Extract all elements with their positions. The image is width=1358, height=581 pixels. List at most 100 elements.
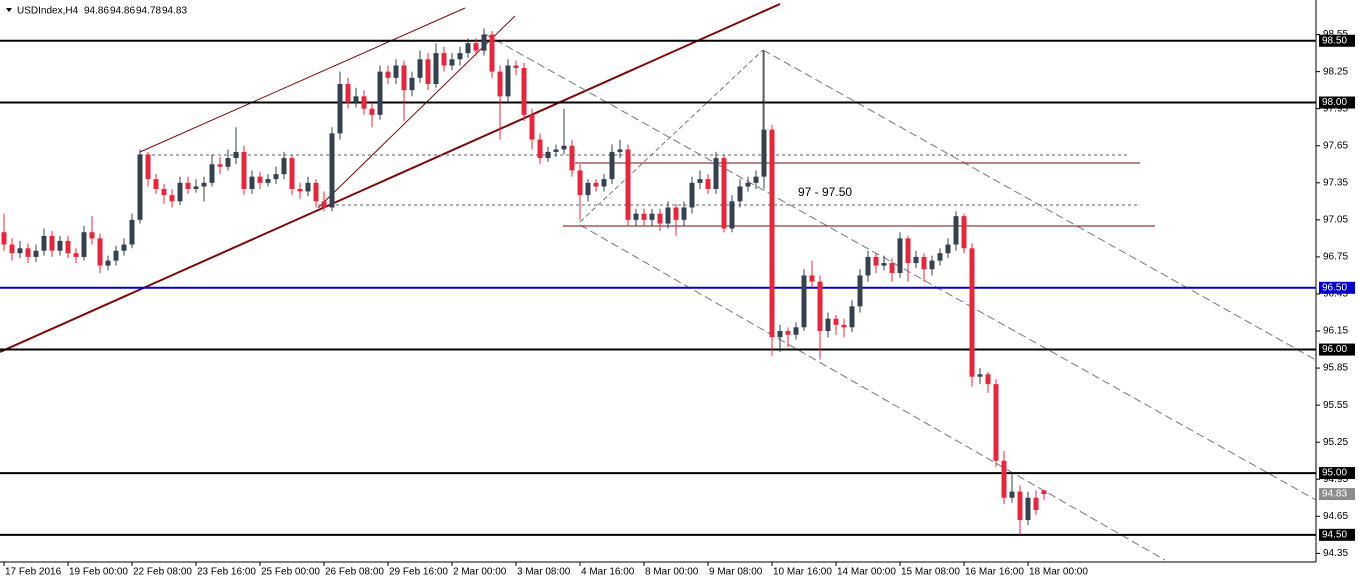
candle-body <box>961 216 967 249</box>
candle-body <box>929 260 935 270</box>
candle-body <box>417 59 423 78</box>
candle-body <box>289 158 295 189</box>
candle-body <box>1041 490 1047 495</box>
last-low: 94.78 <box>136 6 161 17</box>
candle-body <box>129 219 135 245</box>
candle-body <box>337 83 343 134</box>
candle-body <box>161 188 167 196</box>
candle-body <box>273 174 279 180</box>
y-tick-label: 97.95 <box>1323 103 1348 114</box>
candle-body <box>281 158 287 175</box>
candle-body <box>857 275 863 307</box>
x-tick-label: 15 Mar 08:00 <box>901 567 960 578</box>
candle-body <box>689 182 695 208</box>
x-tick-label: 18 Mar 00:00 <box>1029 567 1088 578</box>
candle-body <box>169 195 175 202</box>
x-tick-label: 9 Mar 08:00 <box>709 567 763 578</box>
channel-line <box>139 7 466 153</box>
candle-body <box>905 238 911 264</box>
x-tick-label: 14 Mar 00:00 <box>837 567 896 578</box>
candle-body <box>521 67 527 115</box>
candle-body <box>665 207 671 224</box>
candle-body <box>937 253 943 261</box>
candle-body <box>457 53 463 60</box>
candle-body <box>913 256 919 264</box>
candle-body <box>9 244 15 254</box>
candle-body <box>713 158 719 189</box>
candle-body <box>585 182 591 196</box>
candle-body <box>649 213 655 220</box>
candle-body <box>89 232 95 239</box>
candle-body <box>409 77 415 91</box>
x-tick-label: 4 Mar 16:00 <box>581 567 635 578</box>
candle-body <box>873 256 879 266</box>
last-high: 94.86 <box>110 6 135 17</box>
y-tick-label: 95.85 <box>1323 363 1348 374</box>
candle-body <box>609 151 615 180</box>
candle-body <box>705 179 711 189</box>
candle-body <box>377 71 383 115</box>
candle-body <box>241 151 247 189</box>
candle-body <box>105 260 111 266</box>
candle-body <box>993 384 999 461</box>
candle-body <box>561 145 567 150</box>
level-price-box <box>1319 34 1355 47</box>
chart-title: USDIndex,H4 <box>17 6 79 17</box>
candle-body <box>137 154 143 220</box>
candle-body <box>449 59 455 66</box>
y-tick-label: 98.25 <box>1323 66 1348 77</box>
candle-body <box>41 235 47 251</box>
candle-body <box>97 238 103 266</box>
candle-body <box>601 179 607 187</box>
candle-body <box>881 263 887 266</box>
x-tick-label: 8 Mar 00:00 <box>645 567 699 578</box>
candle-body <box>817 281 823 332</box>
candle-body <box>761 129 767 177</box>
candle-body <box>769 129 775 338</box>
candle-body <box>625 149 631 220</box>
level-price-label: 98.50 <box>1322 35 1347 46</box>
last-close: 94.83 <box>162 6 187 17</box>
candle-body <box>33 250 39 257</box>
candle-body <box>305 182 311 192</box>
candle-body <box>737 186 743 202</box>
dashed-channel <box>579 49 764 223</box>
candle-body <box>641 213 647 220</box>
candle-body <box>673 207 679 220</box>
candle-body <box>209 164 215 183</box>
candle-body <box>1 232 7 245</box>
x-tick-label: 17 Feb 2016 <box>5 567 62 578</box>
last-price-box <box>1319 488 1355 501</box>
x-tick-label: 23 Feb 16:00 <box>197 567 256 578</box>
x-tick-label: 22 Feb 08:00 <box>133 567 192 578</box>
candle-body <box>753 176 759 183</box>
candle-body <box>1001 460 1007 498</box>
x-tick-label: 29 Feb 16:00 <box>389 567 448 578</box>
level-price-box <box>1319 343 1355 356</box>
candle-body <box>801 275 807 328</box>
candle-body <box>945 244 951 254</box>
candle-body <box>57 240 63 251</box>
candle-body <box>489 34 495 72</box>
candle-body <box>977 374 983 377</box>
candle-body <box>633 213 639 220</box>
candle-body <box>681 207 687 220</box>
candle-body <box>1033 497 1039 511</box>
candle-body <box>393 65 399 78</box>
candle-body <box>81 232 87 257</box>
y-tick-label: 97.05 <box>1323 214 1348 225</box>
candle-body <box>433 53 439 84</box>
candle-body <box>201 182 207 187</box>
x-tick-label: 3 Mar 08:00 <box>517 567 571 578</box>
candle-body <box>745 182 751 187</box>
candle-body <box>361 96 367 109</box>
candle-body <box>153 179 159 189</box>
candle-body <box>113 250 119 261</box>
candle-body <box>657 213 663 224</box>
candle-body <box>249 176 255 189</box>
candle-body <box>697 179 703 183</box>
candle-body <box>985 374 991 385</box>
y-tick-label: 96.15 <box>1323 326 1348 337</box>
candle-body <box>553 149 559 152</box>
